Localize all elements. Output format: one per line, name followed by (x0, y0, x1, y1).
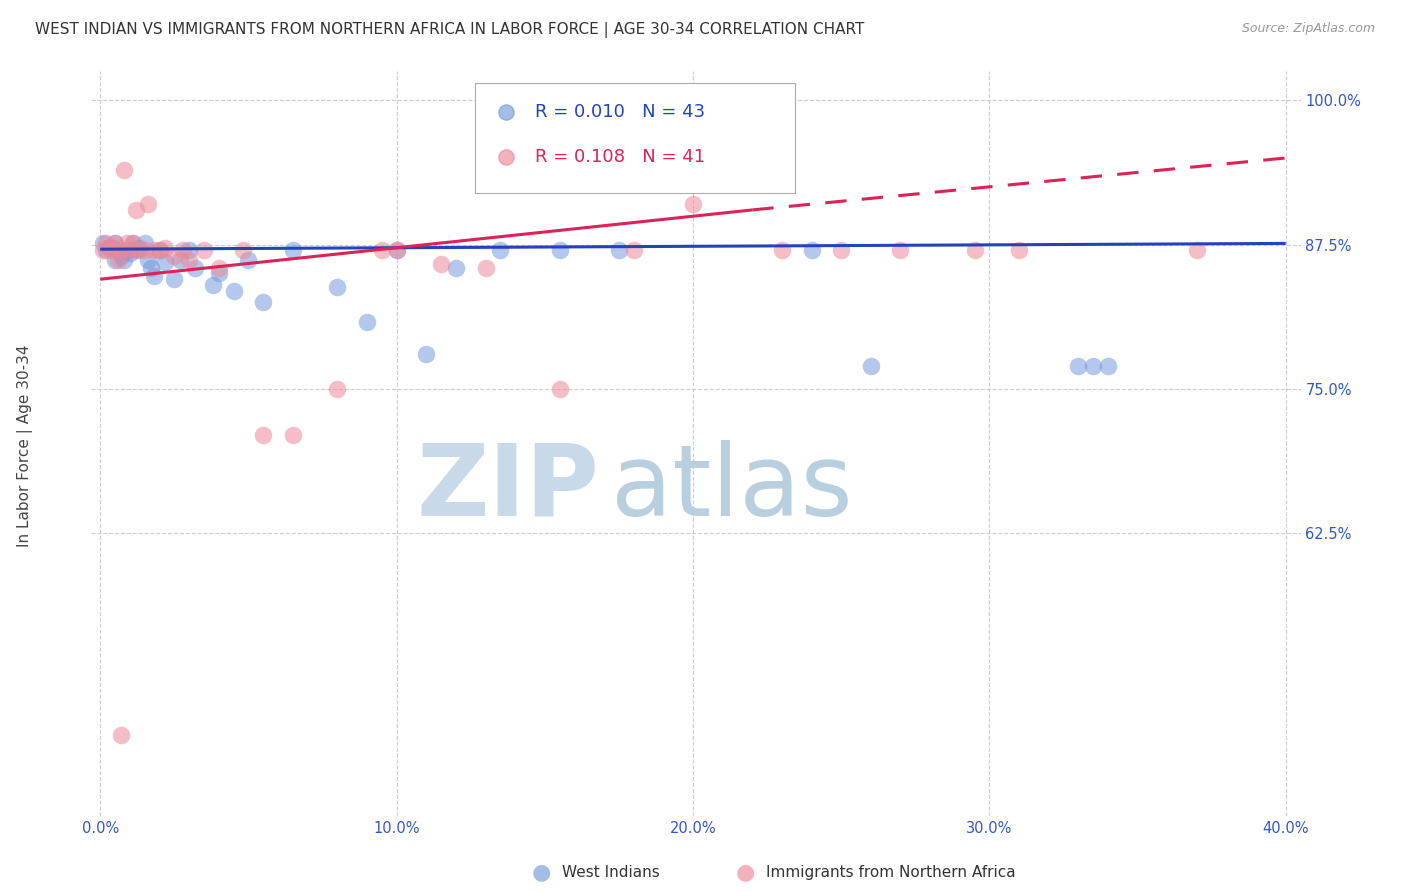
Point (179, 252, 201, 267)
Bar (475, 83, 796, 193)
Point (107, 244, 129, 258)
Point (148, 244, 170, 258)
Point (607, 244, 630, 258)
Point (800, 244, 823, 258)
Point (184, 260, 207, 275)
Point (104, 252, 127, 267)
Point (489, 244, 512, 258)
Point (169, 252, 191, 267)
Point (142, 244, 165, 258)
Point (252, 428, 274, 442)
Point (155, 241, 177, 255)
Point (110, 728, 132, 742)
Point (231, 244, 253, 258)
Point (208, 260, 231, 275)
Point (91, 236, 114, 251)
Point (148, 244, 170, 258)
Point (122, 236, 145, 251)
Text: ●: ● (531, 863, 551, 882)
Text: atlas: atlas (612, 440, 853, 537)
Point (91, 244, 114, 258)
Point (134, 244, 156, 258)
Text: ZIP: ZIP (416, 440, 599, 537)
Point (104, 236, 127, 251)
Point (356, 315, 378, 329)
Point (1097, 359, 1119, 373)
Point (326, 382, 349, 396)
Point (101, 244, 124, 258)
Point (281, 428, 304, 442)
Point (415, 347, 437, 361)
Point (107, 252, 129, 267)
Point (385, 244, 408, 258)
Point (101, 241, 124, 255)
Point (623, 244, 645, 258)
Text: Source: ZipAtlas.com: Source: ZipAtlas.com (1241, 22, 1375, 36)
Point (281, 244, 304, 258)
Point (208, 267, 231, 281)
Point (548, 244, 571, 258)
Text: Immigrants from Northern Africa: Immigrants from Northern Africa (766, 865, 1017, 880)
Point (112, 252, 135, 267)
Point (118, 244, 141, 258)
Point (252, 295, 274, 310)
Point (134, 236, 156, 251)
Point (474, 260, 496, 275)
Point (1185, 244, 1208, 258)
Point (136, 252, 159, 267)
Point (155, 255, 177, 269)
Point (96, 236, 118, 251)
Point (142, 268, 165, 283)
Point (163, 249, 186, 263)
Point (163, 272, 186, 286)
Text: In Labor Force | Age 30-34: In Labor Force | Age 30-34 (17, 344, 34, 548)
Point (128, 244, 150, 258)
Text: West Indians: West Indians (562, 865, 661, 880)
Point (125, 202, 148, 217)
Point (682, 197, 704, 211)
Text: R = 0.010   N = 43: R = 0.010 N = 43 (536, 103, 706, 121)
Point (115, 236, 138, 251)
Point (371, 244, 394, 258)
Point (1081, 359, 1104, 373)
Point (430, 257, 453, 271)
Point (172, 244, 194, 258)
Text: R = 0.108   N = 41: R = 0.108 N = 41 (536, 148, 706, 166)
Point (139, 260, 162, 275)
Point (548, 382, 571, 396)
Point (385, 244, 408, 258)
Point (110, 249, 132, 263)
Point (179, 244, 201, 258)
Point (1008, 244, 1031, 258)
Point (96, 244, 118, 258)
Point (963, 244, 986, 258)
Point (136, 197, 159, 211)
Point (193, 244, 215, 258)
Point (125, 244, 148, 258)
Point (222, 284, 245, 298)
Point (859, 359, 882, 373)
Point (128, 241, 150, 255)
Point (830, 244, 852, 258)
Point (98, 241, 121, 255)
Point (770, 244, 793, 258)
Point (98, 240, 121, 254)
Point (444, 260, 467, 275)
Point (201, 277, 224, 292)
Text: ●: ● (735, 863, 755, 882)
Point (326, 280, 349, 294)
Point (110, 244, 132, 258)
Point (112, 162, 135, 177)
Point (1067, 359, 1090, 373)
Point (115, 244, 138, 258)
Point (122, 236, 145, 251)
Point (889, 244, 911, 258)
Point (104, 236, 127, 251)
Text: WEST INDIAN VS IMMIGRANTS FROM NORTHERN AFRICA IN LABOR FORCE | AGE 30-34 CORREL: WEST INDIAN VS IMMIGRANTS FROM NORTHERN … (35, 22, 865, 38)
Point (238, 252, 260, 267)
Point (118, 245, 141, 260)
